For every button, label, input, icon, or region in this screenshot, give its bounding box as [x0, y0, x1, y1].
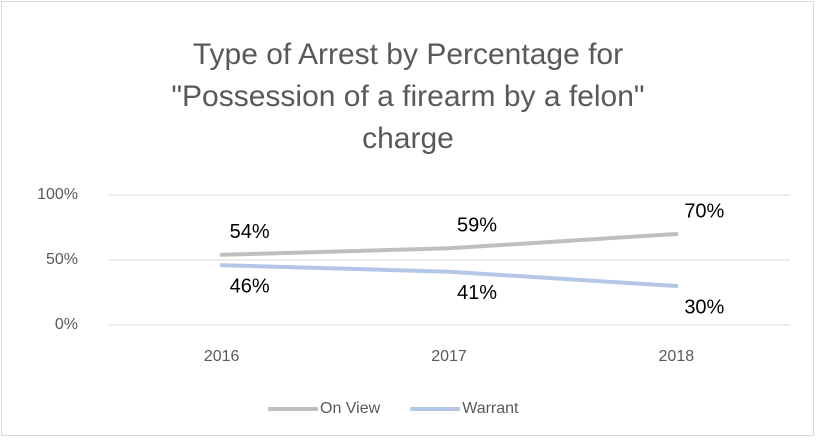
y-tick-label: 0% — [55, 316, 78, 333]
legend-label: On View — [320, 400, 381, 417]
data-label: 41% — [457, 282, 497, 304]
y-tick-label: 100% — [37, 186, 78, 203]
x-tick-label: 2016 — [204, 348, 240, 365]
data-line — [219, 232, 679, 257]
chart-title: Type of Arrest by Percentage for "Posses… — [171, 38, 645, 155]
chart-border — [1, 1, 814, 436]
x-tick-label: 2018 — [659, 348, 695, 365]
y-tick-label: 50% — [46, 251, 78, 268]
data-label: 30% — [684, 296, 724, 318]
data-label: 59% — [457, 215, 497, 237]
legend-label: Warrant — [462, 400, 519, 417]
x-tick-label: 2017 — [431, 348, 467, 365]
data-label: 54% — [230, 221, 270, 243]
data-label: 46% — [230, 275, 270, 297]
data-label: 70% — [684, 200, 724, 222]
data-line — [219, 263, 679, 288]
